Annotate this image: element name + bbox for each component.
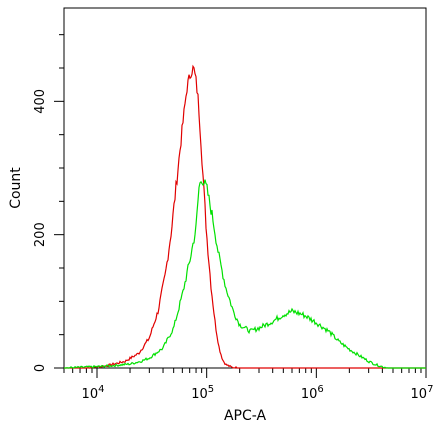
series-line-2 [64,179,426,369]
plot-frame [63,7,427,369]
series-line-1 [64,64,426,369]
y-axis-ticks: 0 200 400 [33,34,64,372]
x-axis-title: APC-A [224,408,267,424]
x-axis-ticks: 104 105 106 107 [63,368,434,402]
series-layer [64,64,426,369]
x-tick-label: 106 [301,384,324,402]
y-tick-label: 0 [33,364,48,372]
y-tick-label: 400 [33,89,48,114]
x-tick-label: 105 [191,384,214,402]
x-tick-label: 107 [411,384,434,402]
y-axis-title: Count [8,167,24,209]
x-tick-label: 104 [82,384,105,402]
y-tick-label: 200 [33,222,48,247]
